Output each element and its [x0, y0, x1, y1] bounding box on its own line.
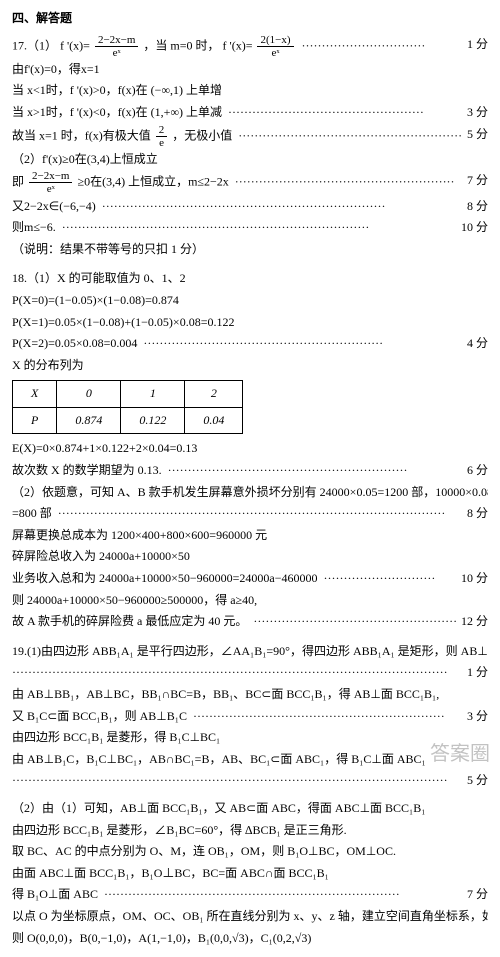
score: 5 分	[463, 124, 488, 146]
dots: ········································…	[12, 665, 448, 679]
q18-l13: 故 A 款手机的碎屏险费 a 最低应定为 40 元。 ·············…	[12, 611, 488, 633]
dots: ········································…	[225, 105, 424, 119]
frac: 2(1−x)eˣ	[257, 34, 293, 59]
q19-l12: 则 O(0,0,0)，B(0,−1,0)，A(1,−1,0)，B₁(0,0,√3…	[12, 928, 488, 950]
q18-l2: P(X=0)=(1−0.05)×(1−0.08)=0.874	[12, 290, 488, 312]
q17-l5: 故当 x=1 时，f(x)有极大值 2e ，无极小值 ·············…	[12, 124, 488, 149]
t: 故当 x=1 时，f(x)有极大值	[12, 128, 151, 142]
t: 又2−2x∈(−6,−4)	[12, 199, 96, 213]
score: 5 分	[463, 770, 488, 792]
frac: 2e	[156, 124, 168, 149]
q17-l3: 当 x<1时，f '(x)>0，f(x)在 (−∞,1) 上单增	[12, 80, 488, 102]
t: 故 A 款手机的碎屏险费 a 最低应定为 40 元。	[12, 614, 247, 628]
dots: ········································…	[59, 220, 370, 234]
distribution-table: X012 P0.8740.1220.04	[12, 380, 243, 434]
q17-l8: 又2−2x∈(−6,−4) ··························…	[12, 196, 488, 218]
t: ，当	[143, 38, 167, 52]
q18-l1: 18.（1）X 的可能取值为 0、1、2	[12, 268, 488, 290]
q17-l4: 当 x>1时，f '(x)<0，f(x)在 (1,+∞) 上单减 ·······…	[12, 102, 488, 124]
dots: ········································…	[232, 175, 455, 189]
q17-l9: 则m≤−6. ·································…	[12, 217, 488, 239]
q19-l10: 得 B₁O⊥面 ABC ····························…	[12, 884, 488, 906]
dots: ········································…	[101, 887, 400, 901]
t: 当 x>1时，f '(x)<0，f(x)在 (1,+∞) 上单减	[12, 105, 222, 119]
t: f '(x)=	[60, 38, 90, 52]
dots: ········································…	[190, 709, 445, 723]
t: 得 B₁O⊥面 ABC	[12, 887, 98, 901]
q19-l11: 以点 O 为坐标原点，OM、OC、OB₁ 所在直线分别为 x、y、z 轴，建立空…	[12, 906, 488, 928]
q17-note: （说明：结果不带等号的只扣 1 分）	[12, 239, 488, 261]
t: 故次数 X 的数学期望为 0.13.	[12, 463, 162, 477]
q19-l2: 由 AB⊥BB₁，AB⊥BC，BB₁∩BC=B，BB₁、BC⊂面 BCC₁B₁，…	[12, 684, 488, 706]
q19-l7: 由四边形 BCC₁B₁ 是菱形，∠B₁BC=60°，得 ∆BCB₁ 是正三角形.	[12, 820, 488, 842]
score: 10 分	[457, 217, 488, 239]
score: 10 分	[457, 568, 488, 590]
q18-l6: E(X)=0×0.874+1×0.122+2×0.04=0.13	[12, 438, 488, 460]
score: 3 分	[463, 706, 488, 728]
q18-l9: 屏幕更换总成本为 1200×400+800×600=960000 元	[12, 525, 488, 547]
section-title: 四、解答题	[12, 8, 488, 30]
dots: ········································…	[140, 336, 383, 350]
t: 17.（1）	[12, 38, 57, 52]
score: 12 分	[457, 611, 488, 633]
score: 8 分	[463, 196, 488, 218]
t: 19.(1)由四边形 ABB₁A₁ 是平行四边形，∠AA₁B₁=90°，得四边形…	[12, 644, 488, 658]
q17-l6: （2）f'(x)≥0在(3,4)上恒成立	[12, 149, 488, 171]
dots: ········································…	[165, 463, 408, 477]
q19-l8: 取 BC、AC 的中点分别为 O、M，连 OB₁，OM，则 B₁O⊥BC，OM⊥…	[12, 841, 488, 863]
q18-l8b: =800 部 ·································…	[12, 503, 488, 525]
t: f '(x)=	[223, 38, 253, 52]
dots: ········································…	[99, 199, 386, 213]
q18-l4: P(X=2)=0.05×0.08=0.004 ·················…	[12, 333, 488, 355]
t: 则m≤−6.	[12, 220, 56, 234]
q17-l7: 即 2−2x−meˣ ≥0在(3,4) 上恒成立，m≤2−2x ········…	[12, 170, 488, 195]
q19-l4: 由四边形 BCC₁B₁ 是菱形，得 B₁C⊥BC₁	[12, 727, 488, 749]
t: =800 部	[12, 506, 52, 520]
t: ，无极小值	[172, 128, 232, 142]
score: 7 分	[463, 884, 488, 906]
t: 即	[12, 175, 24, 189]
q19-l6: （2）由（1）可知，AB⊥面 BCC₁B₁，又 AB⊂面 ABC，得面 ABC⊥…	[12, 798, 488, 820]
dots: ····························	[321, 571, 436, 585]
t: m=0	[170, 38, 192, 52]
t: 时，	[196, 38, 220, 52]
t: 业务收入总和为 24000a+10000×50−960000=24000a−46…	[12, 571, 318, 585]
q19-s5: ········································…	[12, 770, 488, 792]
t: 又 B₁C⊂面 BCC₁B₁，则 AB⊥B₁C	[12, 709, 187, 723]
q19-l5: 由 AB⊥B₁C，B₁C⊥BC₁，AB∩BC₁=B，AB、BC₁⊂面 ABC₁，…	[12, 749, 488, 771]
q18-l3: P(X=1)=0.05×(1−0.08)+(1−0.05)×0.08=0.122	[12, 312, 488, 334]
q19-l3: 又 B₁C⊂面 BCC₁B₁，则 AB⊥B₁C ················…	[12, 706, 488, 728]
dots: ········································…	[235, 128, 470, 142]
frac: 2−2x−meˣ	[29, 170, 72, 195]
q19-l1: 19.(1)由四边形 ABB₁A₁ 是平行四边形，∠AA₁B₁=90°，得四边形…	[12, 641, 488, 663]
q19-s1: ········································…	[12, 662, 488, 684]
score: 3 分	[463, 102, 488, 124]
q18-l5: X 的分布列为	[12, 355, 488, 377]
q17-l2: 由f'(x)=0，得x=1	[12, 59, 488, 81]
score: 4 分	[463, 333, 488, 355]
score: 8 分	[463, 503, 488, 525]
dots: ········································…	[250, 614, 461, 628]
q18-l8: （2）依题意，可知 A、B 款手机发生屏幕意外损坏分别有 24000×0.05=…	[12, 482, 488, 504]
q19-l9: 由面 ABC⊥面 BCC₁B₁，B₁O⊥BC，BC=面 ABC∩面 BCC₁B₁	[12, 863, 488, 885]
t: ≥0在(3,4) 上恒成立，m≤2−2x	[77, 175, 228, 189]
dots: ·······························	[299, 38, 426, 52]
score: 1 分	[463, 34, 488, 56]
q18-l12: 则 24000a+10000×50−960000≥500000，得 a≥40,	[12, 590, 488, 612]
q17-l1: 17.（1） f '(x)= 2−2x−meˣ ，当 m=0 时， f '(x)…	[12, 34, 488, 59]
score: 1 分	[463, 662, 488, 684]
q18-l10: 碎屏险总收入为 24000a+10000×50	[12, 546, 488, 568]
t: P(X=2)=0.05×0.08=0.004	[12, 336, 137, 350]
q18-l11: 业务收入总和为 24000a+10000×50−960000=24000a−46…	[12, 568, 488, 590]
q18-l7: 故次数 X 的数学期望为 0.13. ·····················…	[12, 460, 488, 482]
score: 7 分	[463, 170, 488, 192]
dots: ········································…	[55, 506, 446, 520]
frac: 2−2x−meˣ	[95, 34, 138, 59]
score: 6 分	[463, 460, 488, 482]
dots: ········································…	[12, 773, 448, 787]
